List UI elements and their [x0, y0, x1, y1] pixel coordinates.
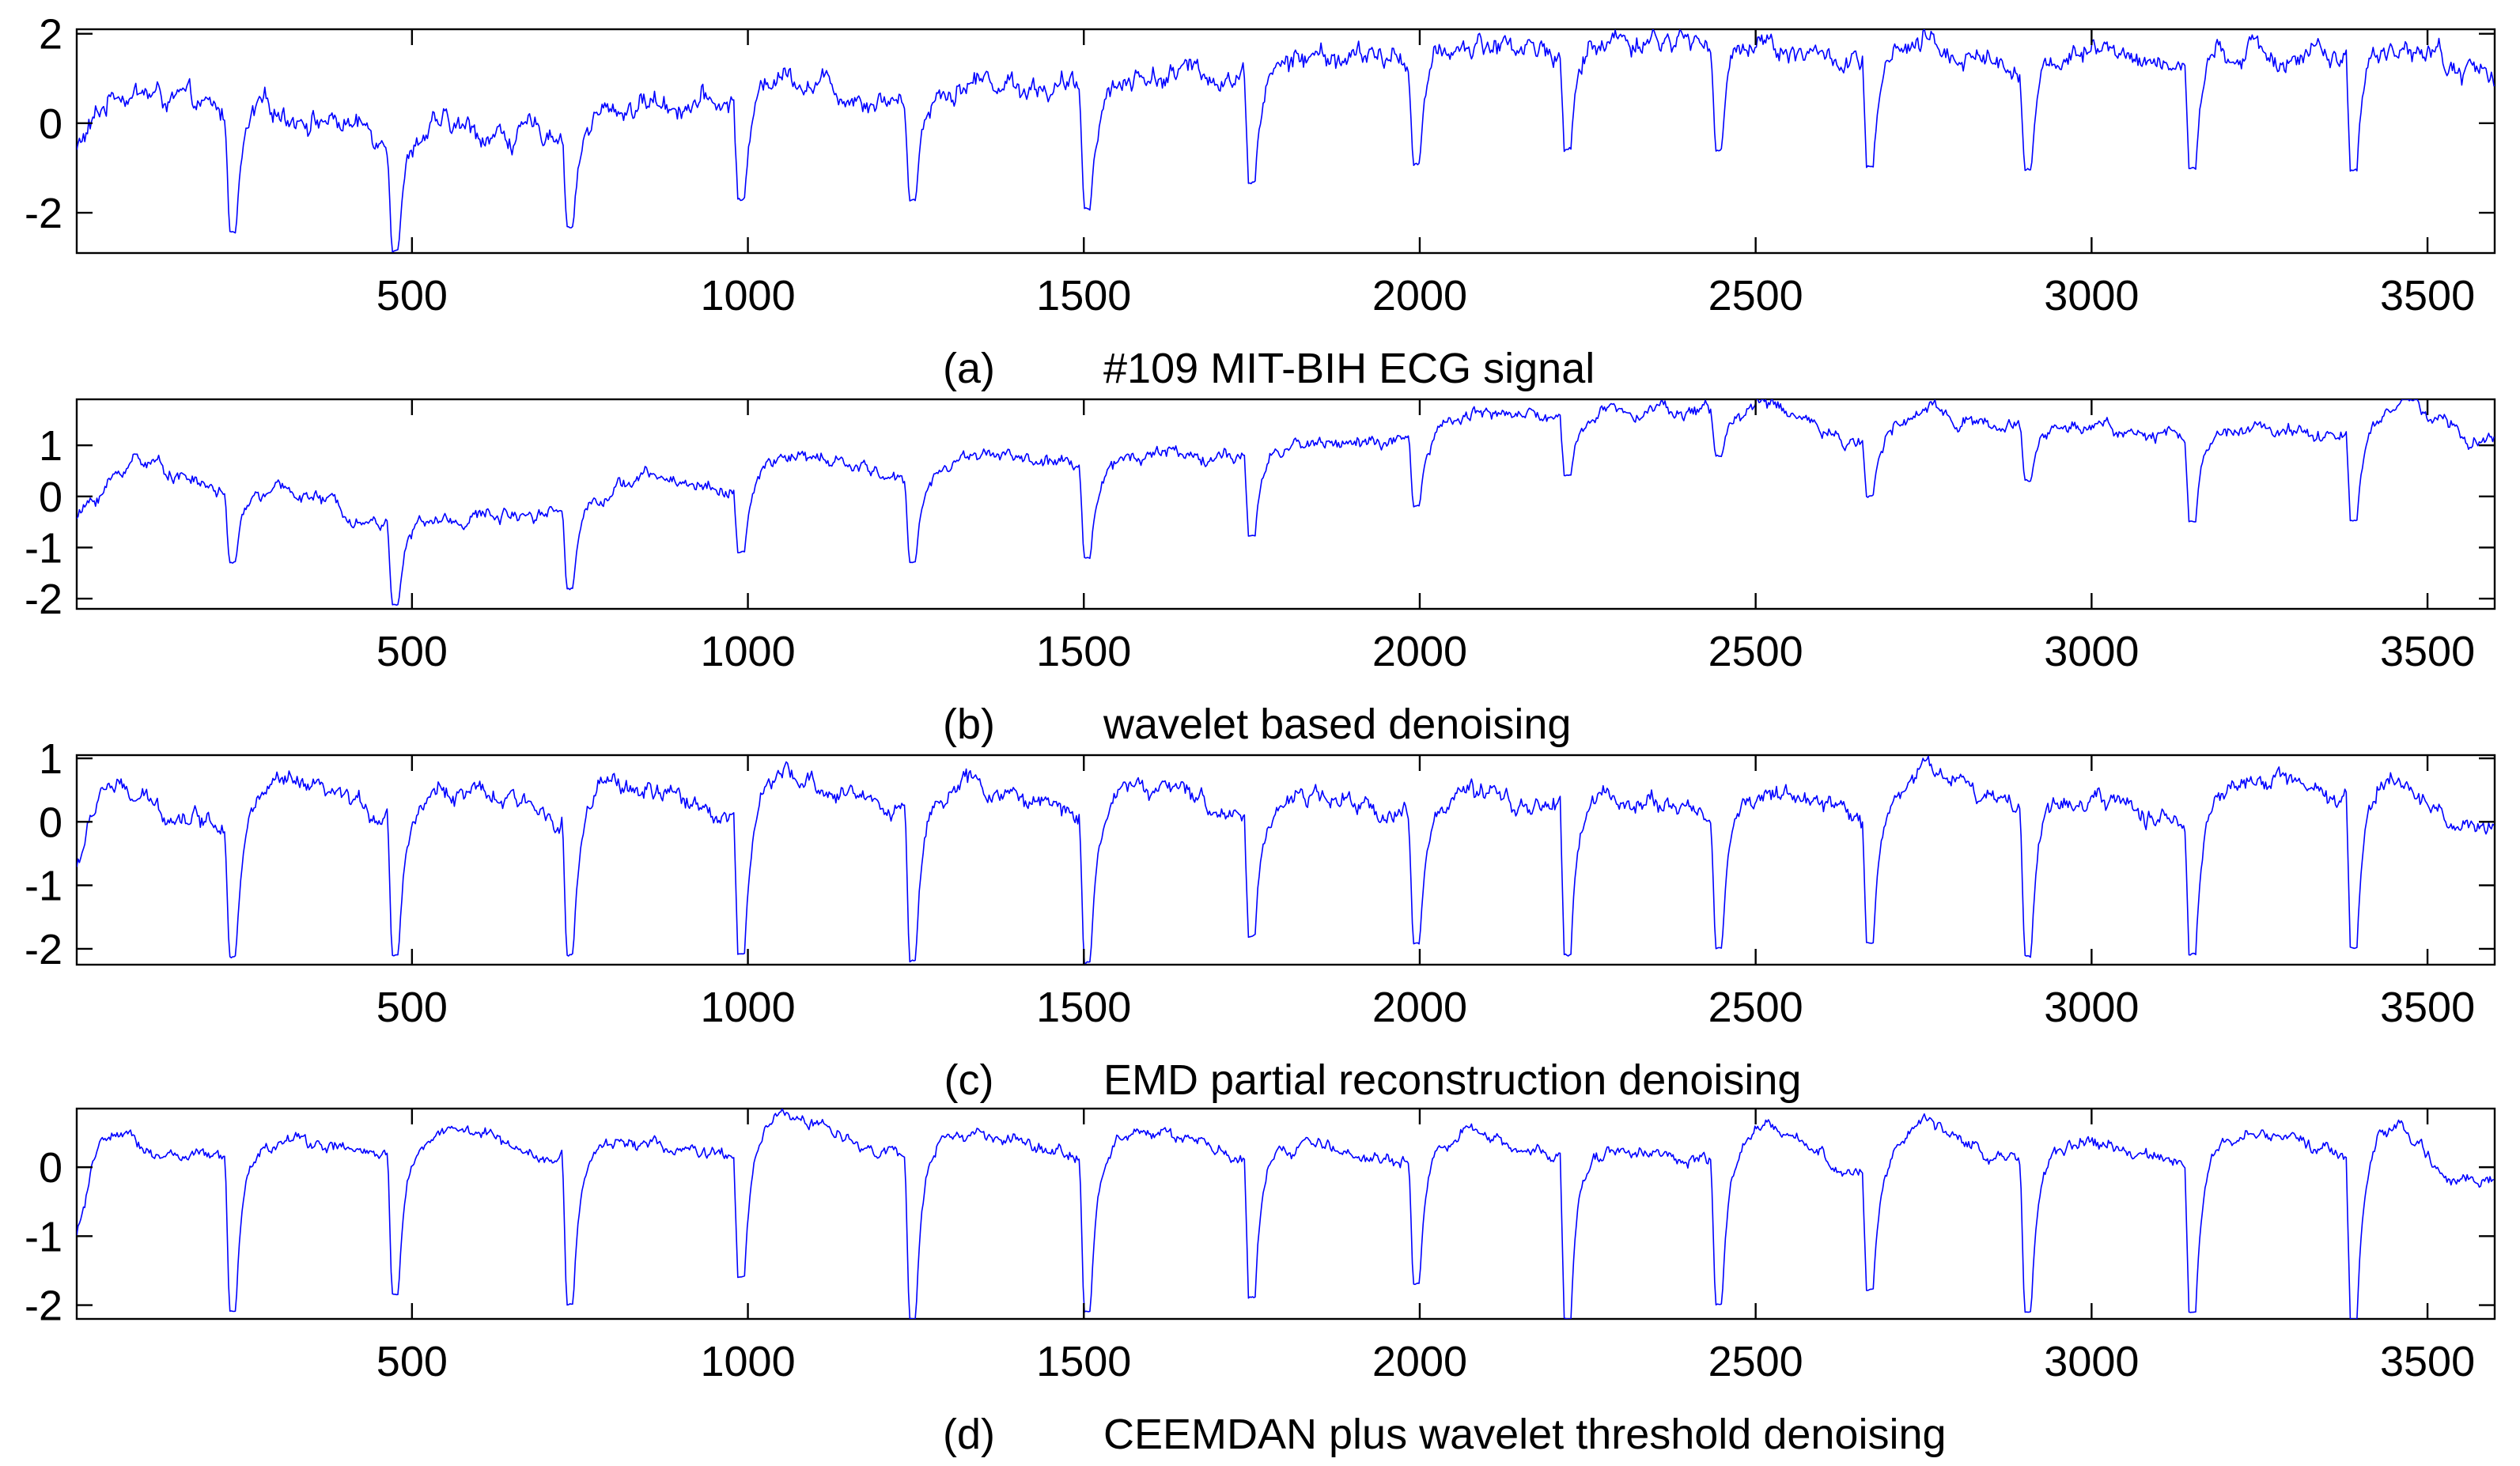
panel-1: 500 1000 1500 2000 2500 3000 3500 -2 0 2 (a) #109 M… — [25, 11, 2496, 392]
y-tick-label: 0 — [39, 100, 62, 148]
panel-label: (b) — [943, 701, 995, 748]
y-tick-label: 0 — [39, 799, 62, 846]
x-tick-label: 2500 — [1708, 272, 1803, 319]
x-tick-label: 500 — [376, 1338, 448, 1385]
x-tick-label: 3000 — [2044, 628, 2139, 675]
y-tick-label: -2 — [25, 190, 62, 237]
y-tick-label: -2 — [25, 926, 62, 973]
panel-title: wavelet based denoising — [1103, 701, 1571, 748]
axes-box — [75, 398, 2496, 610]
x-tick-label: 3000 — [2044, 1338, 2139, 1385]
x-tick-label: 3500 — [2380, 984, 2475, 1031]
x-tick-label: 3500 — [2380, 628, 2475, 675]
ecg-series-line — [77, 29, 2495, 253]
ecg-series-line — [77, 1109, 2495, 1319]
ecg-series-line — [77, 399, 2495, 606]
x-tick-label: 1000 — [700, 1338, 795, 1385]
x-tick-label: 3500 — [2380, 272, 2475, 319]
x-tick-label: 3000 — [2044, 272, 2139, 319]
x-tick-label: 3000 — [2044, 984, 2139, 1031]
y-tick-label: 2 — [39, 11, 62, 59]
panel-3: 500 1000 1500 2000 2500 3000 3500 -2 -1 0 1 (c) EMD … — [25, 735, 2496, 1104]
panel-4: 500 1000 1500 2000 2500 3000 3500 -2 -1 0 (d) CEEMD… — [25, 1107, 2496, 1458]
y-tick-label: 1 — [39, 735, 62, 783]
panel-label: (a) — [943, 345, 995, 392]
x-tick-label: 3500 — [2380, 1338, 2475, 1385]
y-tick-label: 0 — [39, 474, 62, 521]
panel-title: EMD partial reconstruction denoising — [1103, 1056, 1801, 1104]
axes-box — [75, 28, 2496, 255]
y-tick-label: 0 — [39, 1144, 62, 1192]
y-tick-label: -1 — [25, 863, 62, 910]
y-tick-label: -2 — [25, 1283, 62, 1330]
x-tick-label: 1500 — [1036, 272, 1131, 319]
axes-box — [75, 1107, 2496, 1321]
axes-box — [75, 754, 2496, 966]
x-tick-label: 1000 — [700, 272, 795, 319]
x-tick-label: 500 — [376, 984, 448, 1031]
x-tick-label: 2000 — [1372, 1338, 1467, 1385]
y-tick-label: 1 — [39, 422, 62, 470]
panel-title: CEEMDAN plus wavelet threshold denoising — [1103, 1411, 1947, 1458]
x-tick-label: 500 — [376, 628, 448, 675]
panel-2: 500 1000 1500 2000 2500 3000 3500 -2-101 (b) wave… — [25, 398, 2496, 748]
y-tick-label: -1 — [25, 1213, 62, 1260]
y-tick-label: -1 — [25, 524, 62, 572]
x-tick-label: 2500 — [1708, 984, 1803, 1031]
x-tick-label: 1500 — [1036, 1338, 1131, 1385]
y-tick-label: -2 — [25, 576, 62, 623]
x-tick-label: 1500 — [1036, 628, 1131, 675]
x-tick-label: 1500 — [1036, 984, 1131, 1031]
panel-label: (c) — [944, 1056, 994, 1104]
x-tick-label: 1000 — [700, 628, 795, 675]
x-tick-label: 2500 — [1708, 628, 1803, 675]
panel-title: #109 MIT-BIH ECG signal — [1103, 345, 1595, 392]
x-tick-label: 2500 — [1708, 1338, 1803, 1385]
ecg-series-line — [77, 755, 2495, 964]
x-tick-label: 2000 — [1372, 272, 1467, 319]
x-tick-label: 1000 — [700, 984, 795, 1031]
panel-label: (d) — [943, 1411, 995, 1458]
x-tick-label: 2000 — [1372, 984, 1467, 1031]
x-tick-label: 2000 — [1372, 628, 1467, 675]
x-tick-label: 500 — [376, 272, 448, 319]
